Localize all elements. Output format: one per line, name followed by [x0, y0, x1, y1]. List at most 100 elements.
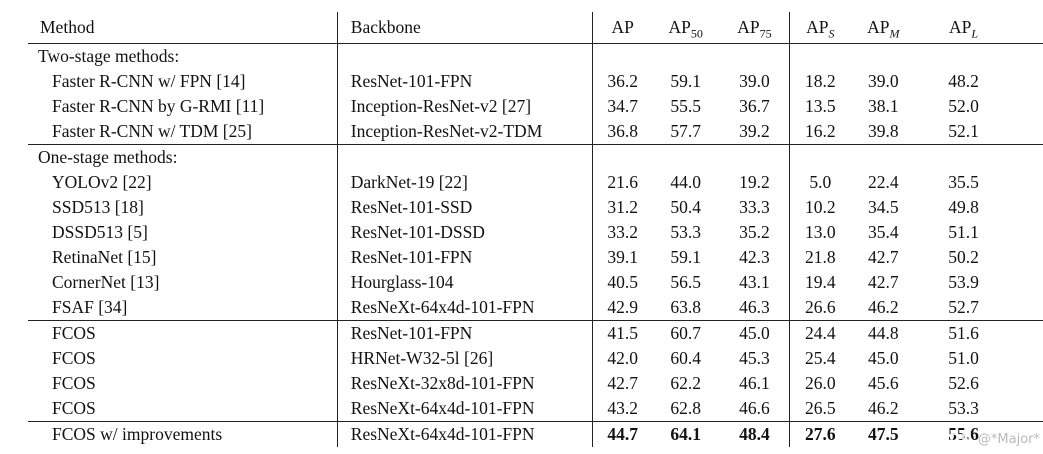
metric-cell-apl: 49.8	[948, 197, 979, 217]
backbone-cell: Hourglass-104	[336, 270, 593, 295]
metric-cell-ap50: 62.8	[651, 396, 720, 422]
metric-cell-apl: 52.1	[916, 119, 1043, 145]
section-row: Two-stage methods:	[28, 43, 1043, 70]
col-header-apm: APM	[850, 12, 917, 44]
backbone-cell: ResNet-101-FPN	[336, 245, 593, 270]
method-cell: RetinaNet [15]	[52, 247, 157, 267]
metric-cell-apl: 51.0	[948, 348, 979, 368]
backbone-cell: ResNet-101-SSD	[336, 195, 593, 220]
col-header-ap75: AP75	[719, 12, 790, 44]
col-header-subscript: L	[971, 26, 979, 41]
metric-cell-ap: 40.5	[592, 270, 652, 295]
metric-cell-aps: 26.5	[789, 396, 851, 422]
metric-cell-apl: 48.2	[948, 71, 979, 91]
empty-cell	[720, 145, 790, 171]
metric-cell-apm: 34.5	[867, 197, 899, 217]
empty-cell	[720, 44, 790, 70]
empty-cell	[336, 43, 593, 69]
col-header-subscript: 75	[759, 26, 772, 41]
metric-cell-ap75: 39.0	[739, 71, 770, 91]
empty-cell	[916, 145, 1043, 171]
backbone-cell: HRNet-W32-5l [26]	[336, 346, 593, 371]
metric-cell-ap75: 45.0	[739, 323, 770, 343]
metric-cell-ap: 36.8	[592, 119, 652, 145]
table-header: Method Backbone AP AP50 AP75 APS APM APL	[28, 12, 1043, 44]
data-row: RetinaNet [15] ResNet-101-FPN 39.1 59.1 42.3…	[28, 245, 1043, 270]
metric-cell-ap75: 33.3	[739, 197, 770, 217]
method-cell: FCOS	[52, 323, 96, 343]
metric-cell-aps: 10.2	[789, 195, 851, 220]
metric-cell-apl: 51.1	[948, 222, 979, 242]
method-cell: Faster R-CNN by G-RMI [11]	[52, 96, 265, 116]
backbone-cell: ResNeXt-64x4d-101-FPN	[336, 421, 593, 447]
metric-cell-ap75: 36.7	[739, 96, 770, 116]
metric-cell-apm: 42.7	[867, 272, 899, 292]
data-row: CornerNet [13] Hourglass-104 40.5 56.5 43.1 1…	[28, 270, 1043, 295]
metric-cell-ap75: 43.1	[739, 272, 770, 292]
metric-cell-apm: 47.5	[867, 424, 899, 444]
metric-cell-aps: 13.5	[789, 94, 851, 119]
table-body: Two-stage methods: Faster R-CNN w/ FPN [1…	[28, 43, 1043, 447]
metric-cell-apl: 51.6	[948, 323, 979, 343]
data-row: Faster R-CNN by G-RMI [11] Inception-ResN…	[28, 94, 1043, 119]
empty-cell	[592, 144, 652, 170]
metric-cell-ap50: 59.1	[670, 71, 702, 91]
metric-cell-apm: 42.7	[867, 247, 899, 267]
data-row: FCOS ResNeXt-64x4d-101-FPN 43.2 62.8 46.6 26.…	[28, 396, 1043, 422]
metric-cell-ap50: 62.2	[670, 373, 702, 393]
metric-cell-aps: 16.2	[789, 119, 851, 145]
metric-cell-ap50: 56.5	[670, 272, 702, 292]
metric-cell-ap75: 35.2	[739, 222, 770, 242]
metric-cell-ap75: 46.1	[739, 373, 770, 393]
col-header-aps: APS	[789, 12, 851, 44]
metric-cell-aps: 5.0	[789, 170, 851, 195]
metric-cell-aps: 26.6	[789, 295, 851, 321]
metric-cell-ap: 36.2	[592, 69, 652, 94]
metric-cell-apm: 46.2	[850, 396, 917, 422]
metric-cell-ap: 42.9	[592, 295, 652, 321]
col-header-method: Method	[28, 12, 338, 44]
method-cell: FSAF [34]	[28, 295, 338, 321]
empty-cell	[652, 44, 720, 70]
metric-cell-ap75: 42.3	[739, 247, 770, 267]
metric-cell-ap: 31.2	[592, 195, 652, 220]
method-cell: FCOS	[52, 373, 96, 393]
metric-cell-ap: 42.7	[592, 371, 652, 396]
empty-cell	[592, 43, 652, 69]
metric-cell-aps: 21.8	[789, 245, 851, 270]
backbone-cell: Inception-ResNet-v2 [27]	[336, 94, 593, 119]
data-row: DSSD513 [5] ResNet-101-DSSD 33.2 53.3 35.2 13…	[28, 220, 1043, 245]
metric-cell-ap50: 64.1	[670, 424, 702, 444]
section-label: Two-stage methods:	[38, 46, 180, 66]
data-row: YOLOv2 [22] DarkNet-19 [22] 21.6 44.0 19.2 5.…	[28, 170, 1043, 195]
section-row: One-stage methods:	[28, 144, 1043, 171]
metric-cell-ap50: 50.4	[670, 197, 702, 217]
metric-cell-aps: 13.0	[789, 220, 851, 245]
metric-cell-apl: 52.6	[948, 373, 979, 393]
backbone-cell: ResNeXt-32x8d-101-FPN	[336, 371, 593, 396]
data-row: FSAF [34] ResNeXt-64x4d-101-FPN 42.9 63.8 46…	[28, 295, 1043, 321]
backbone-cell: DarkNet-19 [22]	[336, 170, 593, 195]
method-cell: FCOS	[28, 396, 338, 422]
backbone-cell: ResNet-101-FPN	[336, 320, 593, 346]
metric-cell-ap: 42.0	[592, 346, 652, 371]
metric-cell-apl: 50.2	[948, 247, 979, 267]
metric-cell-apm: 46.2	[850, 295, 917, 321]
metric-cell-apl: 52.7	[916, 295, 1043, 321]
metric-cell-ap: 43.2	[592, 396, 652, 422]
metric-cell-ap50: 57.7	[651, 119, 720, 145]
empty-cell	[850, 44, 916, 70]
method-cell: SSD513 [18]	[52, 197, 144, 217]
backbone-cell: ResNet-101-DSSD	[336, 220, 593, 245]
data-row: FCOS HRNet-W32-5l [26] 42.0 60.4 45.3 25.4 45.…	[28, 346, 1043, 371]
empty-cell	[916, 44, 1043, 70]
method-cell: DSSD513 [5]	[52, 222, 148, 242]
col-header-backbone: Backbone	[336, 12, 593, 44]
empty-cell	[336, 144, 593, 170]
method-cell: CornerNet [13]	[52, 272, 160, 292]
empty-cell	[789, 43, 851, 69]
col-header-subscript: S	[828, 26, 835, 41]
metric-cell-ap50: 60.4	[670, 348, 702, 368]
method-cell: FCOS w/ improvements	[52, 424, 223, 444]
empty-cell	[652, 145, 720, 171]
